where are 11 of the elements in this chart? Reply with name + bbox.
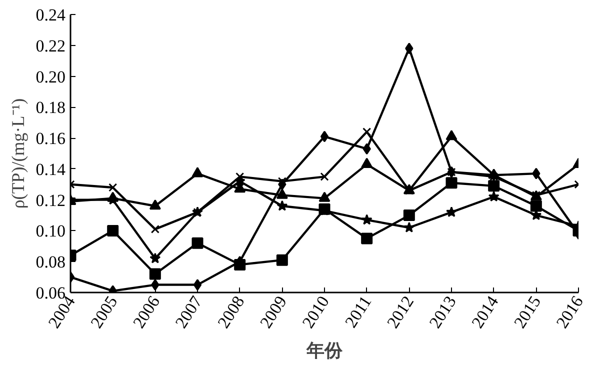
y-tick-label: 0.20	[36, 67, 66, 86]
y-axis-title: ρ(TP)/(mg·L⁻¹)	[8, 98, 28, 209]
y-tick-label: 0.18	[36, 98, 66, 118]
y-tick-label: 0.08	[36, 252, 66, 272]
y-tick-label: 0.16	[36, 129, 66, 148]
y-tick-label: 0.22	[36, 36, 66, 56]
y-tick-label: 0.14	[36, 160, 66, 179]
x-axis-title: 年份	[306, 340, 344, 361]
y-tick-label: 0.24	[36, 6, 66, 24]
y-tick-label: 0.10	[36, 222, 66, 241]
y-tick-label: 0.12	[36, 190, 66, 210]
